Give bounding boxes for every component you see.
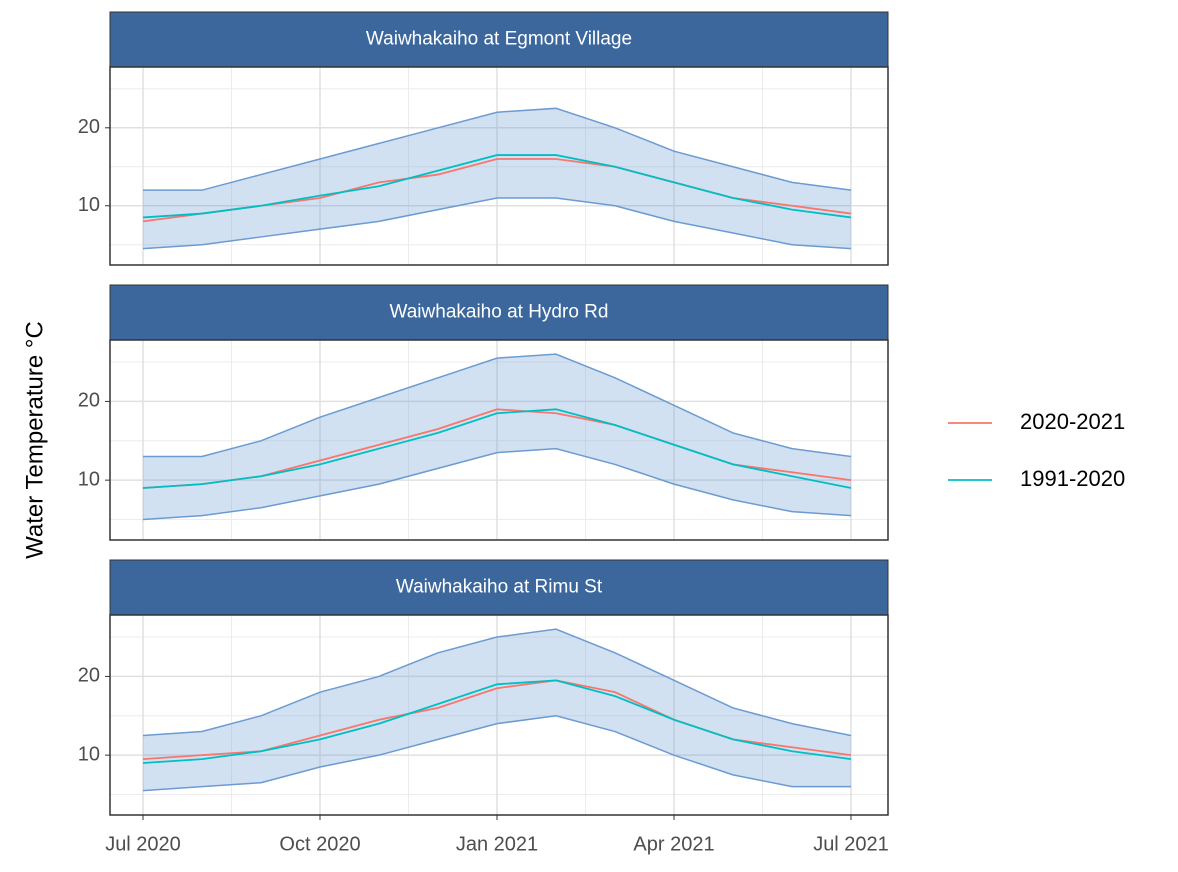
y-tick-label: 20 [78,116,100,138]
ribbon-edge [142,715,851,792]
x-tick-label: Apr 2021 [633,833,714,855]
panel-border [109,339,889,541]
ribbon-edge [143,353,852,458]
facet-title: Waiwhakaiho at Hydro Rd [390,302,609,323]
strip [109,559,889,616]
y-axis-label: Water Temperature °C [21,321,48,559]
ribbon-edge [143,107,852,191]
panel-border [109,614,889,816]
ribbon-edge [142,628,852,737]
y-tick-label: 20 [78,665,100,687]
panel-border [109,66,889,266]
strip [109,11,889,68]
y-tick-label: 10 [78,194,100,216]
ribbon [143,354,851,520]
series-line [142,408,852,489]
x-tick-label: Jan 2021 [456,833,538,855]
panel-bg [110,67,888,265]
series-line [142,154,852,219]
legend-label: 1991-2020 [1020,466,1125,491]
ribbon [143,629,851,791]
x-tick-label: Jul 2021 [813,833,889,855]
ribbon-edge [142,447,852,521]
y-tick-label: 20 [78,390,100,412]
ribbon [143,108,851,249]
strip [109,284,889,341]
x-tick-label: Jul 2020 [105,833,181,855]
ribbon-edge [142,197,852,250]
facet-title: Waiwhakaiho at Egmont Village [366,29,632,50]
facet-title: Waiwhakaiho at Rimu St [396,577,603,598]
x-tick-label: Oct 2020 [279,833,360,855]
series-line [142,679,852,764]
y-tick-label: 10 [78,468,100,490]
y-tick-label: 10 [78,743,100,765]
legend-label: 2020-2021 [1020,409,1125,434]
